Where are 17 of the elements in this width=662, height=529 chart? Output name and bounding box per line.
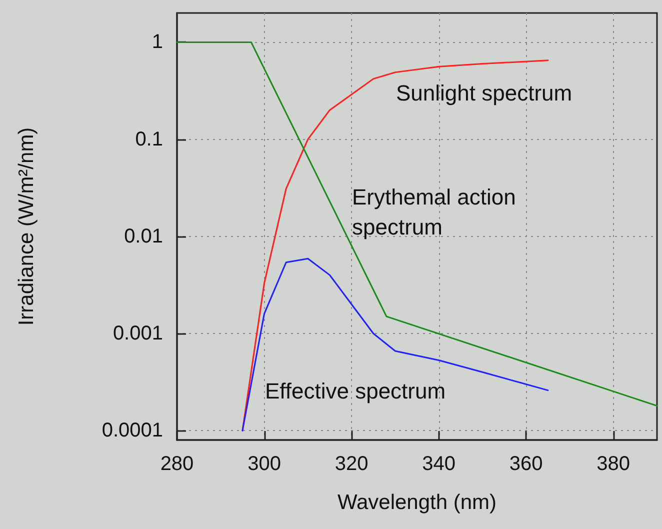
y-axis-title: Irradiance (W/m²/nm) [15,127,38,326]
y-tick-label: 0.1 [135,128,163,150]
x-tick-label: 320 [334,453,368,475]
x-tick-label: 380 [596,453,630,475]
y-tick-label: 0.0001 [102,420,163,442]
y-tick-label: 1 [152,31,163,54]
y-tick-label: 0.01 [124,225,163,248]
x-tick-label: 300 [248,453,281,475]
y-tick-label: 0.001 [112,322,163,344]
series-label: Erythemal action spectrum [352,184,516,240]
x-tick-label: 340 [422,453,456,475]
series-label: Sunlight spectrum [396,80,572,106]
line-series [242,258,549,432]
x-tick-label: 280 [160,453,194,475]
series-label: Effective spectrum [265,378,446,404]
x-axis-title: Wavelength (nm) [337,491,497,514]
x-tick-label: 360 [509,453,543,475]
